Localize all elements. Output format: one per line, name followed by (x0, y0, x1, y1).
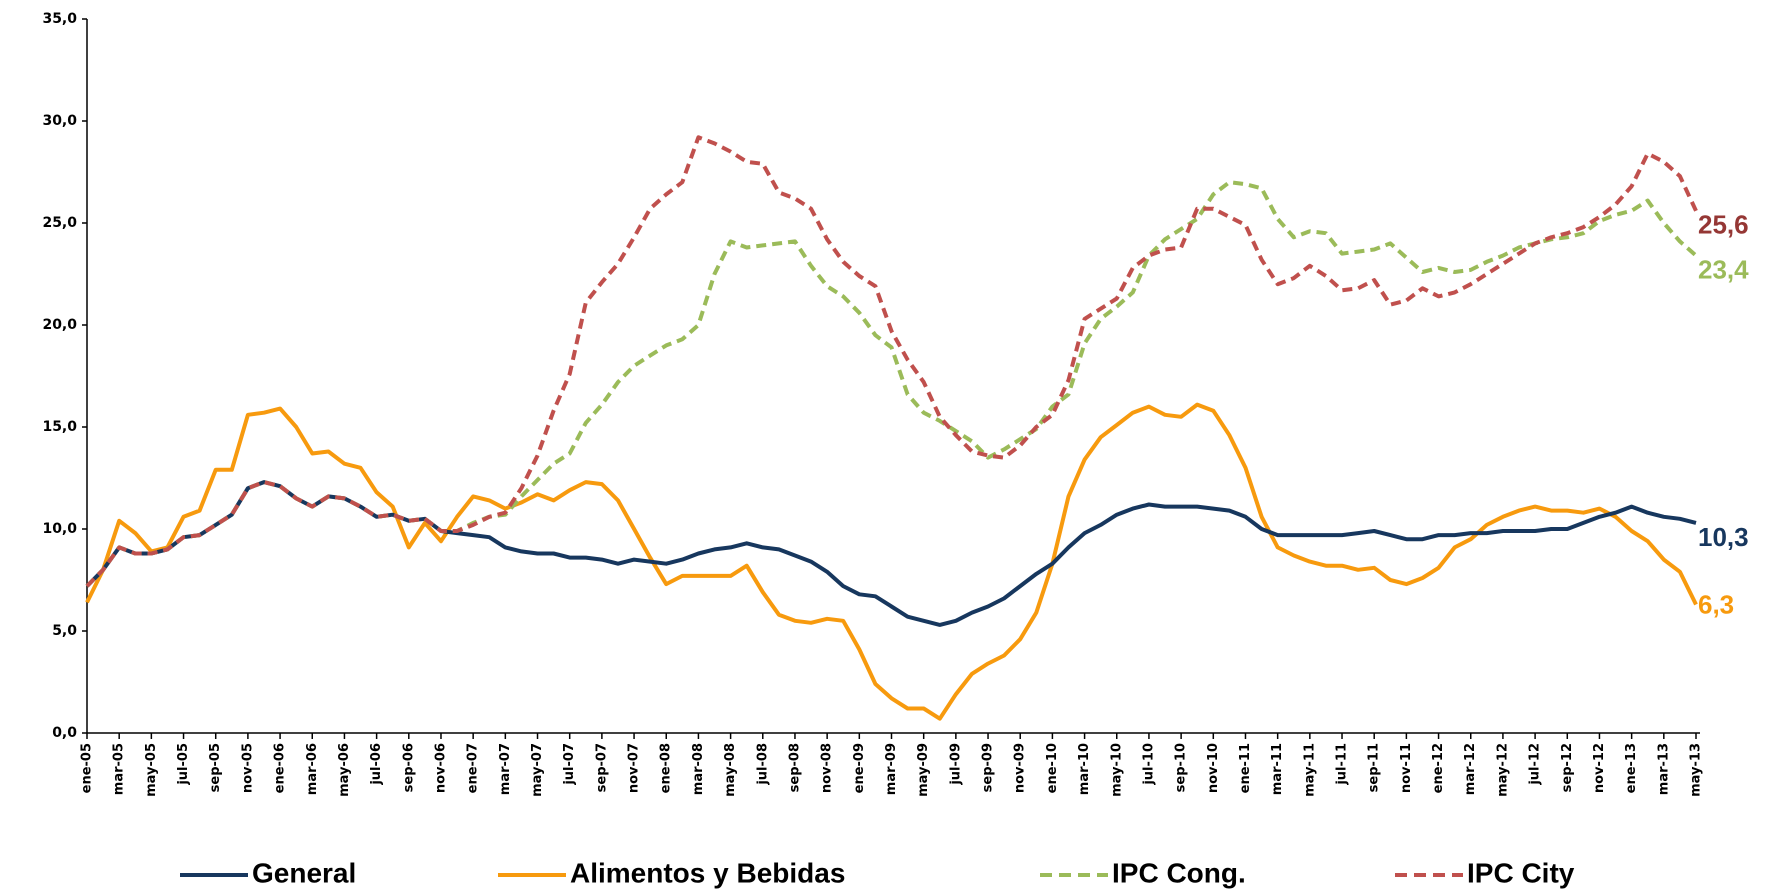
x-tick-label: mar-13 (1656, 743, 1671, 795)
x-tick-label: nov-06 (433, 743, 448, 793)
x-tick-label: nov-07 (627, 743, 642, 793)
x-tick-label: ene-06 (273, 743, 288, 793)
x-tick-label: ene-07 (466, 743, 481, 793)
x-tick-label: jul-10 (1141, 743, 1156, 786)
data-label: 10,3 (1698, 522, 1749, 552)
x-tick-label: may-05 (144, 743, 159, 797)
x-tick-label: sep-11 (1367, 743, 1382, 792)
x-tick-label: jul-05 (176, 743, 191, 786)
x-tick-label: nov-05 (240, 743, 255, 793)
x-tick-label: jul-07 (562, 743, 577, 786)
x-tick-label: sep-09 (981, 743, 996, 792)
y-tick-label: 35,0 (42, 11, 77, 27)
x-tick-label: mar-08 (691, 743, 706, 795)
x-tick-label: nov-11 (1399, 743, 1414, 793)
x-tick-label: mar-05 (112, 743, 127, 795)
x-tick-label: may-07 (530, 743, 545, 797)
y-tick-label: 25,0 (42, 215, 77, 231)
x-tick-label: may-13 (1689, 743, 1704, 797)
y-tick-label: 15,0 (42, 419, 77, 435)
x-tick-label: nov-08 (820, 743, 835, 793)
x-tick-label: sep-10 (1174, 743, 1189, 792)
y-tick-label: 10,0 (42, 521, 77, 537)
series-line (85, 135, 1698, 588)
series-line (85, 480, 1697, 627)
data-label: 23,4 (1698, 255, 1749, 285)
x-tick-label: may-10 (1109, 743, 1124, 797)
x-tick-label: nov-10 (1206, 743, 1221, 793)
x-tick-label: ene-05 (80, 743, 95, 793)
legend-label: General (252, 857, 356, 888)
x-tick-label: ene-11 (1238, 743, 1253, 793)
x-tick-label: may-06 (337, 743, 352, 797)
x-tick-label: jul-06 (369, 743, 384, 786)
x-tick-label: jul-09 (948, 743, 963, 786)
x-tick-label: sep-06 (401, 743, 416, 792)
x-tick-label: mar-10 (1077, 743, 1092, 795)
legend-label: IPC Cong. (1112, 857, 1246, 888)
x-tick-label: ene-09 (852, 743, 867, 793)
x-tick-label: may-09 (916, 743, 931, 797)
y-tick-label: 20,0 (42, 317, 77, 333)
x-tick-label: may-11 (1302, 743, 1317, 797)
x-tick-label: mar-11 (1270, 743, 1285, 795)
x-tick-label: jul-08 (755, 743, 770, 786)
x-tick-label: mar-09 (884, 743, 899, 795)
series-line (85, 402, 1698, 721)
data-label: 25,6 (1698, 210, 1749, 240)
x-tick-label: ene-10 (1045, 743, 1060, 793)
x-tick-label: nov-09 (1013, 743, 1028, 793)
x-tick-label: sep-08 (787, 743, 802, 792)
x-tick-label: jul-11 (1335, 743, 1350, 786)
x-tick-label: ene-08 (659, 743, 674, 793)
legend-label: Alimentos y Bebidas (570, 857, 845, 888)
y-tick-label: 30,0 (42, 113, 77, 129)
data-label: 6,3 (1698, 589, 1734, 619)
x-tick-label: may-08 (723, 743, 738, 797)
x-tick-label: nov-12 (1592, 743, 1607, 793)
x-tick-label: mar-06 (305, 743, 320, 795)
y-tick-label: 5,0 (52, 623, 77, 639)
x-tick-label: may-12 (1495, 743, 1510, 797)
x-tick-label: ene-12 (1431, 743, 1446, 793)
y-tick-label: 0,0 (52, 725, 77, 741)
x-tick-label: ene-13 (1624, 743, 1639, 793)
x-tick-label: jul-12 (1528, 743, 1543, 786)
x-tick-label: mar-12 (1463, 743, 1478, 795)
x-tick-label: sep-07 (594, 743, 609, 792)
x-tick-label: mar-07 (498, 743, 513, 795)
x-tick-label: sep-05 (208, 743, 223, 792)
x-tick-label: sep-12 (1560, 743, 1575, 792)
series-line (85, 180, 1698, 588)
legend-label: IPC City (1467, 857, 1575, 888)
